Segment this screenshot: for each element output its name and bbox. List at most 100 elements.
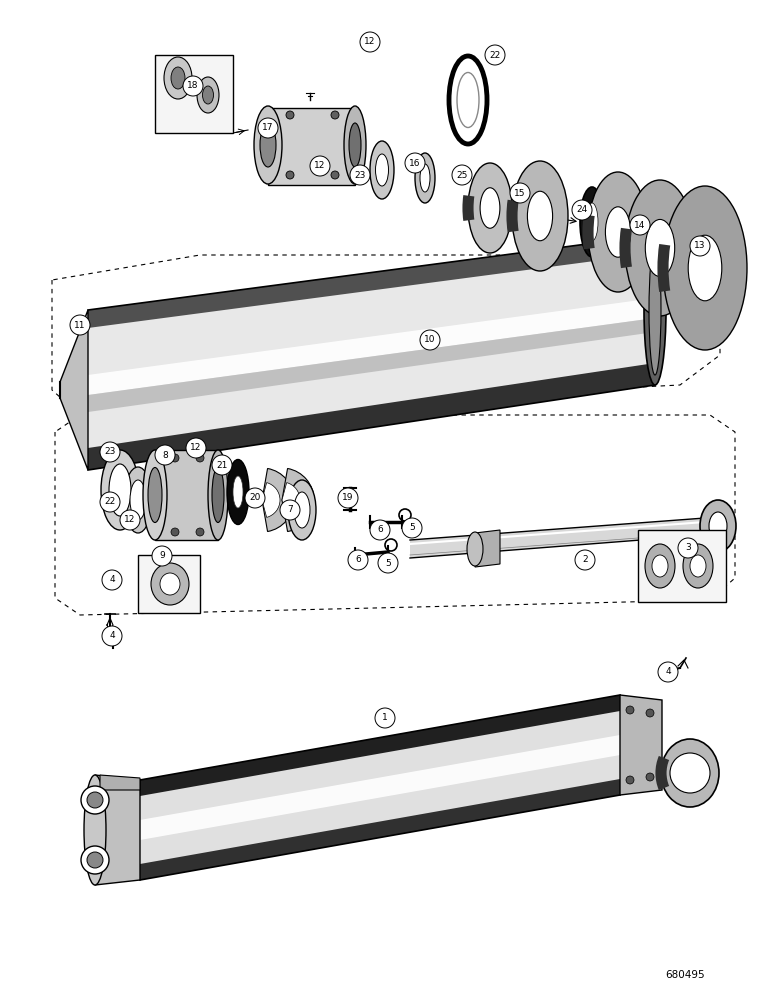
Ellipse shape — [254, 106, 282, 184]
Circle shape — [81, 846, 109, 874]
Polygon shape — [475, 530, 500, 567]
Ellipse shape — [202, 86, 214, 104]
Circle shape — [102, 626, 122, 646]
Circle shape — [155, 445, 175, 465]
Text: 9: 9 — [159, 552, 165, 560]
Ellipse shape — [160, 573, 180, 595]
Circle shape — [186, 438, 206, 458]
Text: 12: 12 — [124, 516, 136, 524]
Circle shape — [658, 662, 678, 682]
Text: 14: 14 — [635, 221, 645, 230]
Circle shape — [485, 45, 505, 65]
Text: 3: 3 — [685, 544, 691, 552]
Polygon shape — [620, 695, 662, 795]
Text: 6: 6 — [355, 556, 361, 564]
Text: 23: 23 — [354, 170, 366, 180]
Circle shape — [370, 520, 390, 540]
Ellipse shape — [645, 219, 675, 277]
Ellipse shape — [467, 532, 483, 566]
Circle shape — [310, 156, 330, 176]
Circle shape — [348, 550, 368, 570]
FancyBboxPatch shape — [638, 530, 726, 602]
Ellipse shape — [644, 235, 666, 385]
Ellipse shape — [605, 207, 631, 257]
Ellipse shape — [171, 67, 185, 89]
Ellipse shape — [625, 180, 695, 316]
Circle shape — [245, 488, 265, 508]
Polygon shape — [95, 775, 140, 885]
Ellipse shape — [663, 186, 747, 350]
Text: 1: 1 — [382, 714, 388, 722]
Ellipse shape — [143, 450, 167, 540]
Ellipse shape — [527, 191, 553, 241]
Text: 17: 17 — [262, 123, 274, 132]
Polygon shape — [60, 310, 88, 470]
Text: 25: 25 — [456, 170, 468, 180]
Ellipse shape — [130, 480, 146, 520]
Text: 16: 16 — [409, 158, 421, 167]
Text: 15: 15 — [514, 188, 526, 198]
Circle shape — [87, 852, 103, 868]
Circle shape — [196, 528, 204, 536]
Circle shape — [575, 550, 595, 570]
Text: 19: 19 — [342, 493, 354, 502]
Ellipse shape — [227, 460, 249, 524]
Text: 4: 4 — [109, 632, 115, 641]
Ellipse shape — [652, 555, 668, 577]
Wedge shape — [262, 468, 294, 532]
Text: 11: 11 — [74, 320, 86, 330]
Circle shape — [70, 315, 90, 335]
Ellipse shape — [512, 161, 568, 271]
Text: 22: 22 — [104, 497, 116, 506]
Ellipse shape — [101, 450, 139, 530]
Circle shape — [286, 171, 294, 179]
Wedge shape — [262, 483, 280, 517]
Polygon shape — [140, 695, 620, 796]
Circle shape — [212, 455, 232, 475]
Polygon shape — [410, 518, 705, 558]
Ellipse shape — [375, 154, 388, 186]
Ellipse shape — [212, 468, 224, 522]
FancyBboxPatch shape — [155, 55, 233, 133]
Circle shape — [378, 553, 398, 573]
Polygon shape — [88, 298, 655, 395]
Ellipse shape — [260, 123, 276, 167]
Circle shape — [100, 442, 120, 462]
Circle shape — [100, 492, 120, 512]
Circle shape — [375, 708, 395, 728]
Text: 12: 12 — [364, 37, 376, 46]
Text: 12: 12 — [191, 444, 201, 452]
Ellipse shape — [151, 563, 189, 605]
Ellipse shape — [349, 123, 361, 167]
Polygon shape — [268, 108, 355, 185]
Polygon shape — [140, 779, 620, 880]
Ellipse shape — [370, 141, 394, 199]
Polygon shape — [88, 235, 655, 470]
Ellipse shape — [580, 187, 604, 257]
Polygon shape — [155, 450, 218, 540]
Circle shape — [81, 786, 109, 814]
Circle shape — [183, 76, 203, 96]
Polygon shape — [88, 363, 655, 470]
Circle shape — [678, 538, 698, 558]
Circle shape — [331, 111, 339, 119]
Circle shape — [452, 165, 472, 185]
Ellipse shape — [709, 512, 727, 540]
Text: 680495: 680495 — [665, 970, 705, 980]
Ellipse shape — [588, 172, 648, 292]
Circle shape — [690, 236, 710, 256]
Ellipse shape — [420, 164, 430, 192]
Text: 23: 23 — [104, 448, 116, 456]
Wedge shape — [282, 468, 314, 532]
Text: 22: 22 — [489, 50, 500, 60]
Polygon shape — [88, 318, 655, 412]
Circle shape — [405, 153, 425, 173]
Ellipse shape — [688, 235, 722, 301]
Circle shape — [360, 32, 380, 52]
Ellipse shape — [683, 544, 713, 588]
Ellipse shape — [197, 77, 219, 113]
Text: 4: 4 — [109, 576, 115, 584]
Ellipse shape — [84, 775, 106, 885]
Circle shape — [646, 709, 654, 717]
Text: 7: 7 — [287, 506, 293, 514]
